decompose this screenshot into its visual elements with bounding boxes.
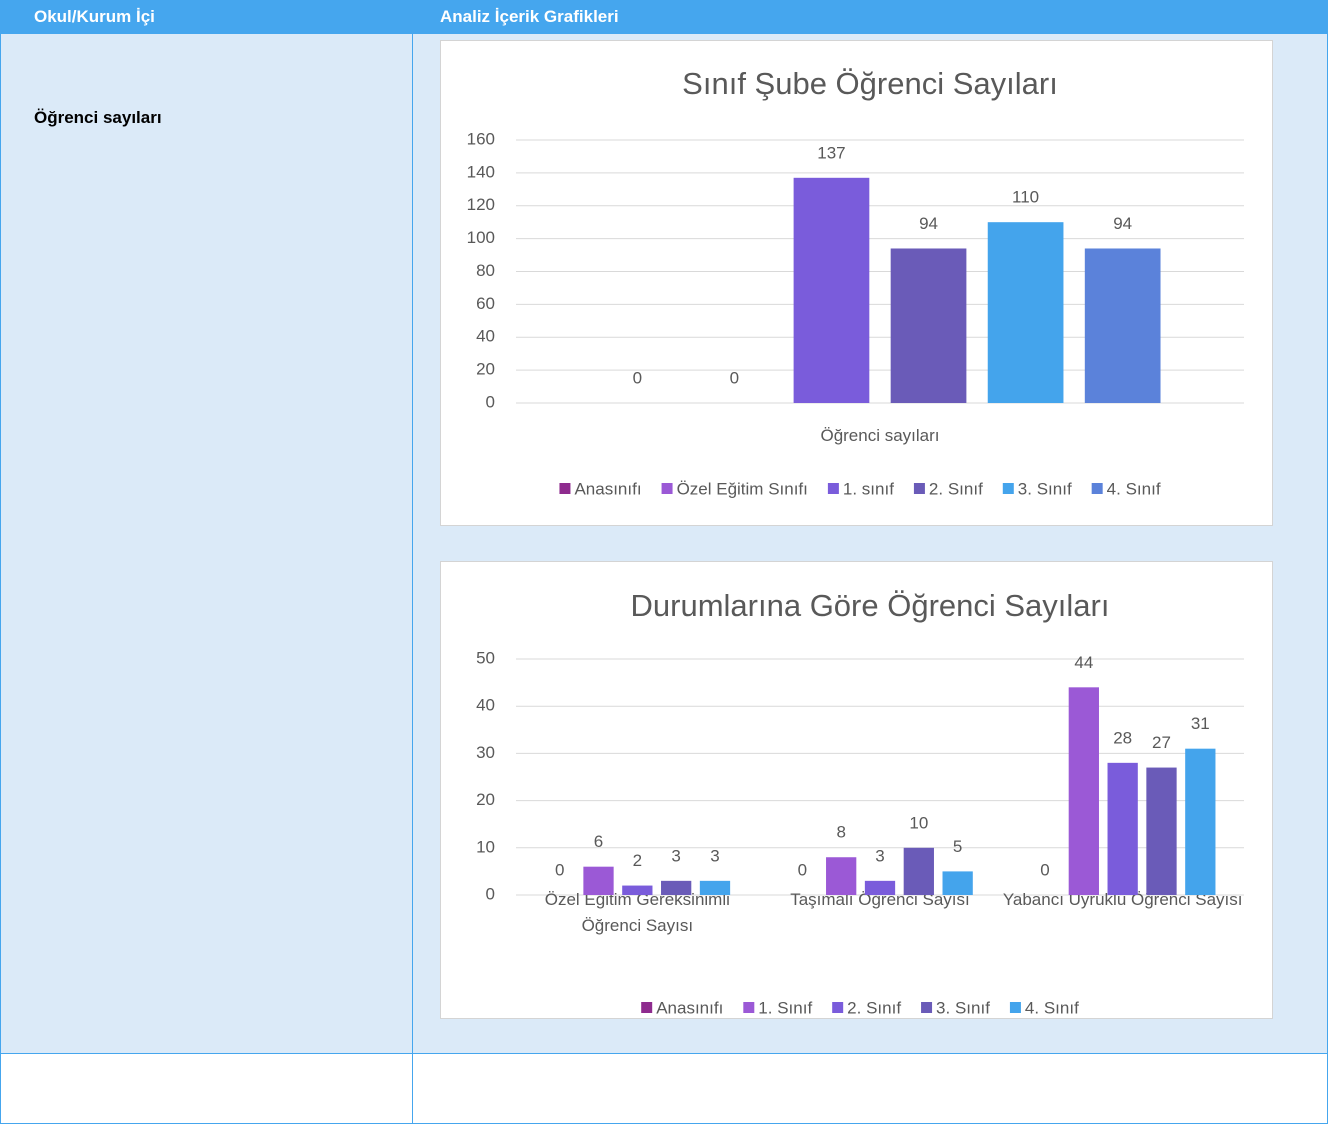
chart-title: Sınıf Şube Öğrenci Sayıları (682, 66, 1058, 101)
bar (942, 871, 973, 895)
bar (826, 857, 857, 895)
bar (583, 866, 614, 895)
bar (1146, 767, 1177, 895)
data-label: 28 (1113, 728, 1132, 747)
legend-swatch (641, 1002, 653, 1013)
data-label: 3 (671, 846, 680, 865)
legend-swatch (1091, 483, 1103, 494)
bar (1185, 748, 1216, 895)
bar (661, 880, 692, 895)
data-label: 0 (633, 368, 642, 387)
legend-label: 3. Sınıf (936, 998, 990, 1017)
bar (987, 222, 1064, 403)
data-label: 31 (1191, 714, 1210, 733)
legend-label: 4. Sınıf (1025, 998, 1079, 1017)
bar (1084, 248, 1161, 403)
data-label: 0 (798, 860, 807, 879)
data-label: 0 (555, 860, 564, 879)
chart-title: Durumlarına Göre Öğrenci Sayıları (631, 588, 1110, 623)
legend-label: 2. Sınıf (929, 479, 983, 498)
legend-label: 4. Sınıf (1107, 479, 1161, 498)
data-label: 3 (710, 846, 719, 865)
data-label: 2 (633, 851, 642, 870)
row-label: Öğrenci sayıları (34, 108, 162, 127)
legend: Anasınıfı 1. Sınıf 2. Sınıf 3. Sınıf 4. Sını… (641, 998, 1079, 1017)
legend-label: Anasınıfı (656, 998, 723, 1017)
header-cell: Analiz İçerik Grafikleri (412, 0, 1328, 33)
bar (793, 177, 870, 403)
empty-cell (412, 1053, 1328, 1124)
data-label: 137 (817, 143, 845, 162)
y-tick-label: 100 (467, 228, 495, 247)
bar (1107, 762, 1138, 895)
data-label: 0 (1040, 860, 1049, 879)
legend-label: 2. Sınıf (847, 998, 901, 1017)
legend-label: Anasınıfı (574, 479, 641, 498)
legend-swatch (832, 1002, 844, 1013)
data-label: 6 (594, 832, 603, 851)
y-tick-label: 0 (486, 884, 495, 903)
data-label: 0 (730, 368, 739, 387)
row-cell (0, 33, 413, 1054)
data-label: 110 (1012, 188, 1039, 207)
bar (1068, 687, 1099, 895)
y-tick-label: 20 (476, 790, 495, 809)
header-cell: Okul/Kurum İçi (0, 0, 412, 33)
chart-box: Sınıf Şube Öğrenci Sayıları 0 20 40 60 80 100 1… (440, 40, 1273, 526)
x-tick-label-box: Yabancı Uyruklu Öğrenci Sayısı (1002, 890, 1243, 909)
chart-box: Durumlarına Göre Öğrenci Sayıları 0 10 20 30… (440, 561, 1273, 1019)
data-label: 44 (1074, 653, 1093, 672)
data-label: 27 (1152, 733, 1171, 752)
y-tick-label: 60 (476, 294, 495, 313)
legend-swatch (1002, 483, 1014, 494)
y-tick-label: 20 (476, 360, 495, 379)
legend-label: 3. Sınıf (1018, 479, 1072, 498)
chart: Sınıf Şube Öğrenci Sayıları 0 20 40 60 80 100 1… (467, 66, 1244, 498)
data-label: 10 (909, 813, 928, 832)
legend-swatch (661, 483, 673, 494)
legend-swatch (921, 1002, 933, 1013)
y-tick-label: 40 (476, 696, 495, 715)
legend-swatch (913, 483, 925, 494)
bar (864, 880, 896, 895)
data-label: 94 (919, 214, 938, 233)
x-tick-label-box: Öğrenci sayıları (820, 426, 940, 445)
y-tick-label: 80 (476, 261, 495, 280)
legend: Anasınıfı Özel Eğitim Sınıfı 1. sınıf 2. Sı… (559, 479, 1161, 498)
data-label: 5 (953, 837, 962, 856)
y-tick-label: 140 (467, 162, 495, 181)
x-tick-label: Öğrenci sayıları (820, 426, 940, 445)
empty-cell (0, 1053, 413, 1124)
bar (903, 847, 934, 895)
data-label: 8 (836, 823, 845, 842)
x-tick-label-box: Özel Eğitim Gereksinimli Öğrenci Sayısı (545, 890, 730, 935)
legend-swatch (827, 483, 839, 494)
legend-swatch (559, 483, 571, 494)
data-label: 94 (1113, 214, 1132, 233)
bar (699, 880, 731, 895)
y-tick-label: 160 (467, 129, 495, 148)
bar (890, 248, 967, 403)
chart: Durumlarına Göre Öğrenci Sayıları0102030… (476, 588, 1244, 1017)
legend-swatch (1009, 1002, 1021, 1013)
x-tick-label: Yabancı Uyruklu Öğrenci Sayısı (1002, 890, 1243, 909)
legend-label: Özel Eğitim Sınıfı (677, 479, 808, 498)
bar (622, 885, 653, 895)
y-tick-label: 0 (486, 392, 495, 411)
x-tick-label-box: Taşımalı Öğrenci Sayısı (790, 890, 970, 909)
legend-label: 1. sınıf (843, 479, 894, 498)
y-tick-label: 30 (476, 743, 495, 762)
y-tick-label: 40 (476, 327, 495, 346)
y-tick-label: 50 (476, 648, 495, 667)
y-tick-label: 120 (467, 195, 495, 214)
data-label: 3 (875, 846, 884, 865)
legend-label: 1. Sınıf (758, 998, 812, 1017)
legend-swatch (743, 1002, 755, 1013)
y-tick-label: 10 (476, 837, 495, 856)
